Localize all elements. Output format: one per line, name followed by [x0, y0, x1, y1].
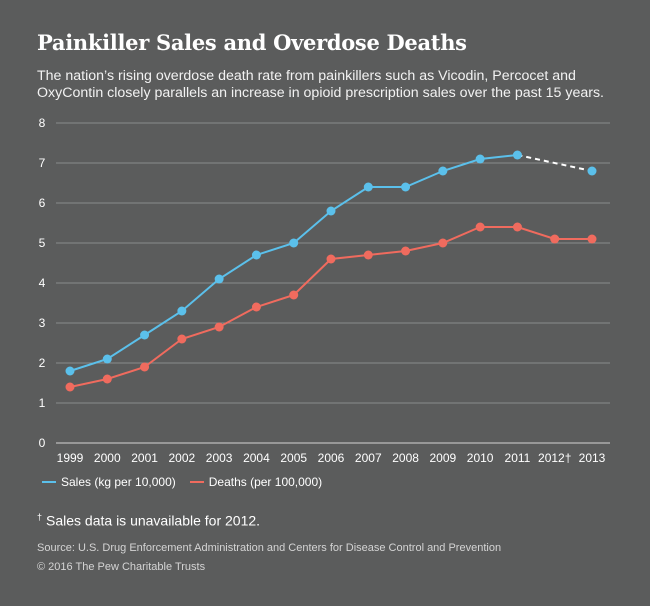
legend-item-deaths: Deaths (per 100,000) [189, 475, 323, 489]
legend-label-sales: Sales (kg per 10,000) [61, 475, 176, 489]
series-0-point [475, 154, 485, 164]
series-1-point [289, 290, 299, 300]
series-1-point [587, 234, 597, 244]
series-0-point [289, 238, 299, 248]
legend: Sales (kg per 10,000) Deaths (per 100,00… [42, 475, 336, 489]
series-0-point [363, 182, 373, 192]
series-1-point [177, 334, 187, 344]
chart-title: Painkiller Sales and Overdose Deaths [37, 30, 467, 55]
series-0-gap-dashed [517, 154, 593, 172]
series-1-point [214, 322, 224, 332]
footnote-text: Sales data is unavailable for 2012. [46, 512, 261, 529]
series-1-point [251, 302, 261, 312]
series-0-point [140, 330, 150, 340]
series-1-point [102, 374, 112, 384]
series-0-point [326, 206, 336, 216]
y-tick-label: 0 [39, 436, 46, 450]
x-tick-label: 2007 [355, 451, 382, 465]
x-tick-label: 2013 [579, 451, 606, 465]
copyright-line: © 2016 The Pew Charitable Trusts [37, 561, 206, 573]
series-0-point [65, 366, 75, 376]
x-tick-label: 2012† [538, 451, 571, 465]
legend-swatch-deaths [189, 481, 204, 483]
series-0-point [512, 150, 522, 160]
series-1-point [512, 222, 522, 232]
series-1-point [401, 246, 411, 256]
series-0-point [587, 166, 597, 176]
y-tick-label: 5 [39, 236, 46, 250]
series-0-point [214, 274, 224, 284]
y-tick-label: 3 [39, 316, 46, 330]
series-0-point [401, 182, 411, 192]
series-points [65, 150, 597, 392]
x-tick-label: 2004 [243, 451, 270, 465]
x-tick-label: 2011 [505, 451, 531, 465]
series-0-point [251, 250, 261, 260]
y-tick-label: 7 [39, 156, 46, 170]
series-0-point [102, 354, 112, 364]
legend-swatch-sales [42, 481, 56, 483]
y-tick-label: 4 [39, 276, 46, 290]
series-1-point [326, 254, 336, 264]
footnote: † Sales data is unavailable for 2012. [37, 512, 260, 529]
x-axis: 1999 2000 2001 2002 2003 2004 2005 2006 2007 2008… [57, 451, 606, 465]
legend-item-sales: Sales (kg per 10,000) [42, 475, 176, 489]
y-tick-label: 1 [39, 396, 46, 410]
y-tick-label: 6 [39, 196, 46, 210]
x-tick-label: 1999 [57, 451, 84, 465]
x-tick-label: 2006 [318, 451, 345, 465]
series-1-point [363, 250, 373, 260]
y-tick-label: 2 [39, 356, 46, 370]
series-lines [69, 154, 593, 388]
y-tick-label: 8 [39, 116, 46, 130]
series-1-point [475, 222, 485, 232]
chart-subtitle: The nation’s rising overdose death rate … [37, 68, 605, 101]
x-tick-label: 2002 [169, 451, 196, 465]
x-tick-label: 2000 [94, 451, 121, 465]
series-0-line [69, 154, 518, 372]
series-0-point [177, 306, 187, 316]
series-0-point [438, 166, 448, 176]
series-1-point [65, 382, 75, 392]
x-tick-label: 2001 [131, 451, 158, 465]
series-1-point [438, 238, 448, 248]
x-tick-label: 2003 [206, 451, 233, 465]
x-tick-label: 2010 [467, 451, 494, 465]
x-tick-label: 2005 [280, 451, 307, 465]
legend-label-deaths: Deaths (per 100,000) [208, 475, 323, 489]
y-axis: 0 1 2 3 4 5 6 7 8 [39, 116, 46, 450]
series-1-point [550, 234, 560, 244]
grid-lines [56, 122, 610, 444]
x-tick-label: 2009 [430, 451, 457, 465]
x-tick-label: 2008 [392, 451, 419, 465]
series-1-point [140, 362, 150, 372]
footnote-mark: † [37, 512, 43, 522]
source-line: Source: U.S. Drug Enforcement Administra… [37, 542, 502, 554]
